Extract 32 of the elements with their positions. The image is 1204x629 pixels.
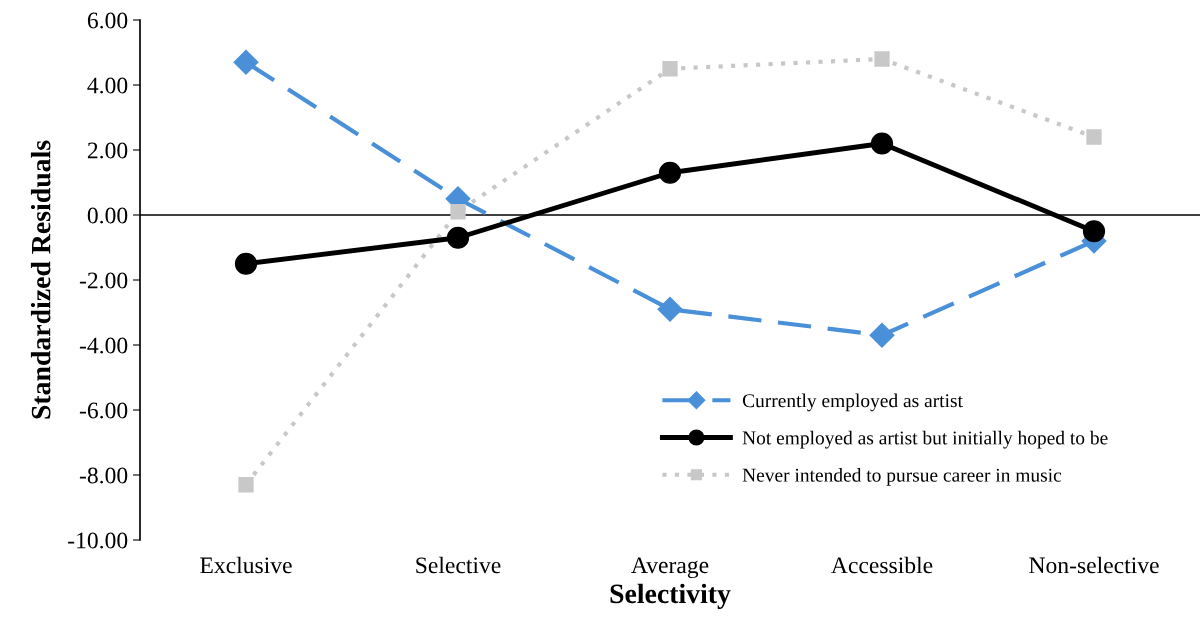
legend-label: Currently employed as artist bbox=[742, 393, 963, 412]
point bbox=[1086, 129, 1102, 145]
point bbox=[869, 322, 895, 348]
x-axis-title: Selectivity bbox=[610, 583, 731, 609]
y-tick-label: -2.00 bbox=[79, 272, 128, 289]
legend-label: Never intended to pursue career in music bbox=[742, 468, 1062, 486]
x-tick-label: Average bbox=[631, 557, 709, 579]
point bbox=[233, 49, 259, 75]
y-tick-label: 6.00 bbox=[87, 12, 128, 29]
y-tick-label: -8.00 bbox=[79, 467, 128, 484]
point bbox=[870, 132, 894, 155]
point bbox=[874, 51, 890, 67]
x-tick-label: Accessible bbox=[831, 556, 933, 574]
y-tick-label: 2.00 bbox=[87, 142, 128, 159]
legend-label: Not employed as artist but initially hoped to be bbox=[742, 430, 1108, 449]
point bbox=[662, 61, 678, 77]
y-tick-label: 4.00 bbox=[87, 77, 128, 94]
x-tick-label: Selective bbox=[416, 556, 501, 574]
point bbox=[446, 226, 470, 249]
y-tick-label: 0.00 bbox=[87, 207, 128, 224]
point bbox=[238, 477, 254, 493]
x-tick-label: Exclusive bbox=[200, 556, 292, 574]
x-tick-label: Non-selective bbox=[1029, 556, 1159, 574]
y-tick-label: -10.00 bbox=[68, 532, 128, 549]
point bbox=[450, 204, 466, 220]
y-tick-label: -4.00 bbox=[79, 337, 128, 354]
y-tick-label: -6.00 bbox=[79, 402, 128, 419]
point bbox=[657, 296, 683, 322]
y-axis-title: Standardized Residuals bbox=[30, 140, 51, 419]
point bbox=[1082, 220, 1106, 243]
point bbox=[234, 252, 258, 275]
point bbox=[658, 161, 682, 184]
